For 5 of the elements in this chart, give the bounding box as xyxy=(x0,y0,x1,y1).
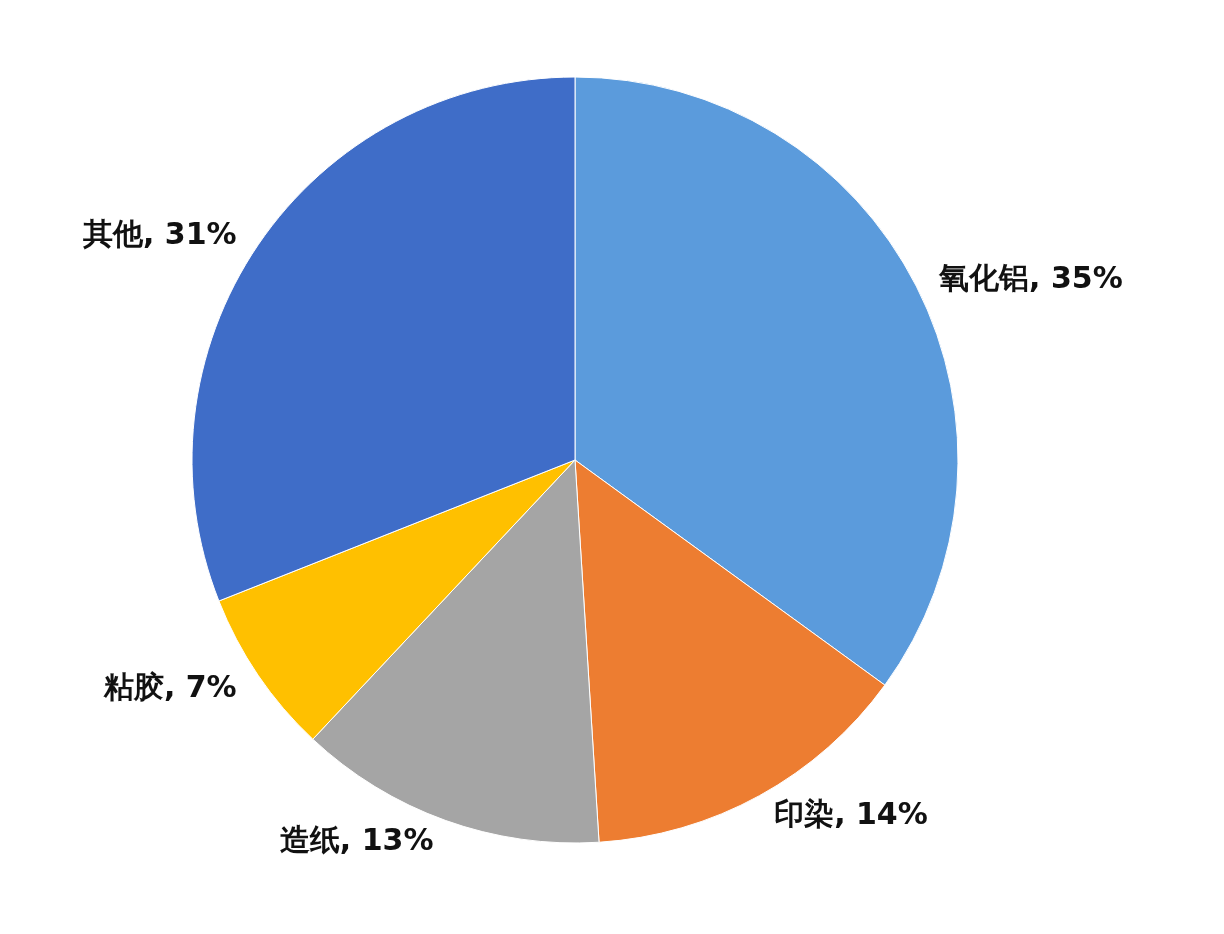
slice-label: 印染, 14% xyxy=(774,795,928,831)
slice-label: 造纸, 13% xyxy=(279,821,434,857)
slice-label: 粘胶, 7% xyxy=(102,669,237,705)
slice-label: 其他, 31% xyxy=(82,215,237,251)
slice-label: 氧化铝, 35% xyxy=(938,259,1123,295)
